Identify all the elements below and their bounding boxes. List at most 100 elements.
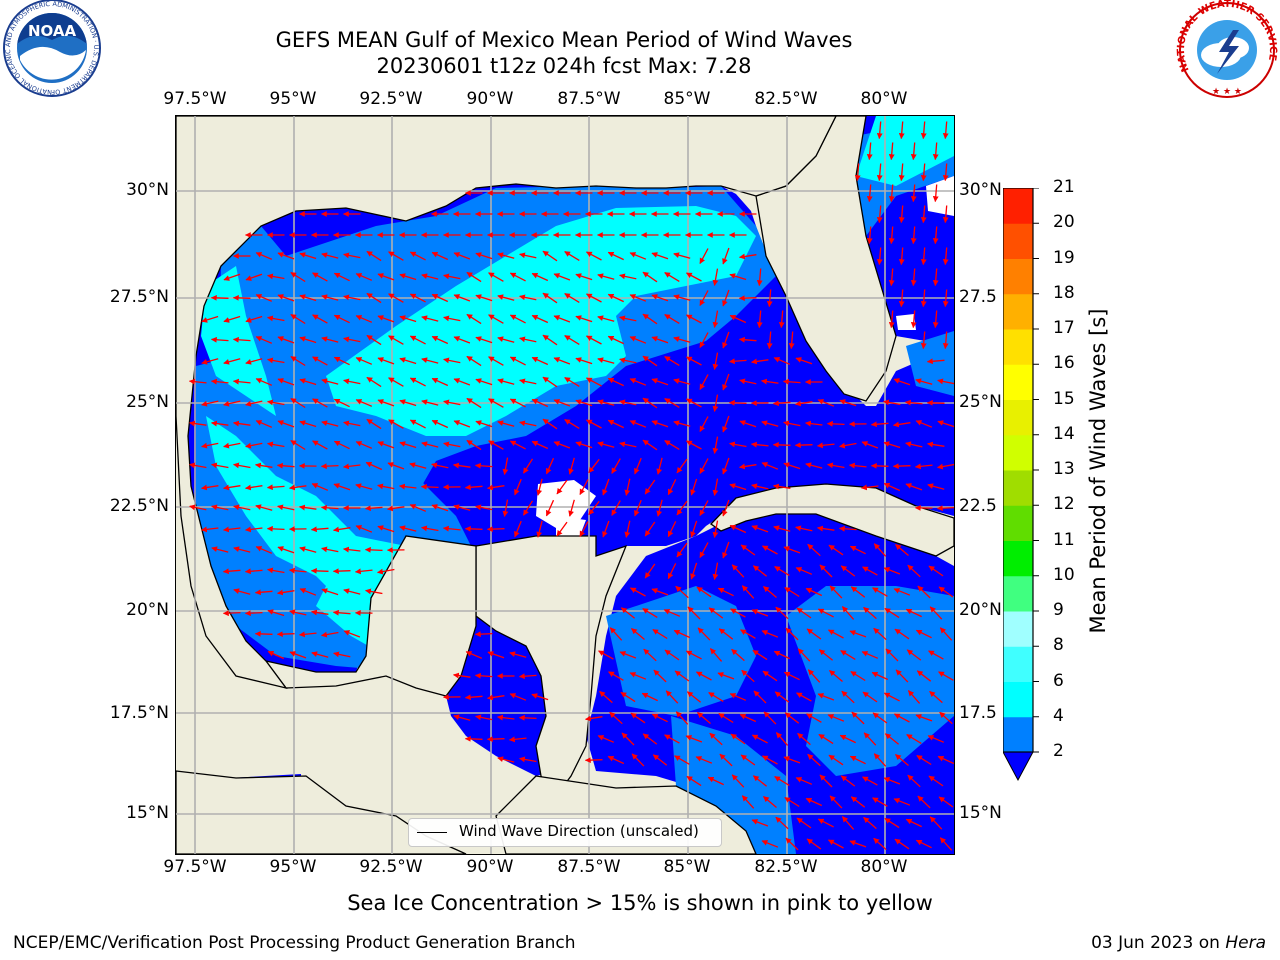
wind-wave-arrow [849, 840, 867, 848]
wind-wave-arrow [487, 484, 505, 491]
wind-wave-arrow [664, 272, 680, 282]
wind-wave-arrow [443, 273, 461, 280]
wind-wave-arrow [873, 753, 887, 767]
wind-wave-arrow [910, 226, 917, 245]
wind-wave-arrow [730, 608, 746, 618]
wind-wave-arrow [750, 441, 769, 448]
wind-wave-arrow [409, 377, 426, 387]
wind-wave-arrow [431, 251, 449, 261]
wind-wave-arrow [915, 714, 933, 722]
wind-wave-arrow [475, 336, 493, 344]
lon-tick-top: 82.5°W [754, 89, 818, 109]
wind-wave-arrow [607, 251, 624, 261]
wind-wave-arrow [739, 713, 757, 723]
colorbar-cell [1003, 329, 1033, 365]
wind-wave-arrow [695, 671, 712, 681]
wind-wave-arrow [752, 565, 768, 577]
wind-wave-arrow [888, 310, 895, 329]
wind-wave-arrow [267, 441, 285, 448]
wind-wave-arrow [937, 755, 954, 765]
wind-wave-arrow [312, 356, 328, 366]
wind-wave-arrow [728, 358, 747, 365]
wind-wave-arrow [333, 483, 351, 491]
wind-wave-arrow [828, 754, 844, 766]
wind-wave-arrow [927, 735, 945, 743]
wind-wave-arrow [201, 400, 219, 407]
wind-wave-arrow [643, 648, 657, 662]
wind-wave-arrow [906, 649, 922, 661]
wind-wave-arrow [542, 376, 558, 388]
wind-wave-arrow [343, 420, 361, 427]
wind-wave-arrow [320, 463, 339, 470]
wind-wave-arrow [651, 588, 669, 596]
colorbar-cell [1003, 223, 1033, 259]
wind-wave-arrow [399, 273, 417, 281]
wind-wave-arrow [841, 690, 855, 704]
wind-wave-arrow [343, 378, 361, 385]
wind-wave-arrow [232, 336, 251, 343]
wind-wave-arrow [866, 184, 873, 203]
colorbar-cell [1003, 258, 1033, 295]
wind-wave-arrow [509, 272, 526, 282]
wind-wave-arrow [255, 462, 273, 469]
wind-wave-arrow [466, 355, 482, 367]
wind-wave-arrow [805, 797, 823, 807]
wind-wave-arrow [333, 272, 350, 282]
wind-wave-arrow [486, 736, 505, 743]
wind-wave-arrow [751, 819, 769, 827]
wind-wave-arrow [223, 400, 241, 407]
wind-wave-arrow [497, 714, 515, 721]
wind-wave-arrow [276, 631, 295, 638]
wind-wave-arrow [629, 294, 647, 302]
wind-wave-arrow [690, 562, 698, 580]
wind-wave-arrow [866, 226, 873, 245]
wind-wave-arrow [861, 484, 879, 491]
wind-wave-arrow [876, 163, 883, 182]
wind-wave-arrow [556, 521, 568, 537]
wind-wave-arrow [712, 310, 719, 328]
wind-wave-arrow [796, 692, 812, 702]
wind-wave-arrow [310, 526, 329, 533]
wind-wave-arrow [333, 314, 350, 324]
wind-wave-arrow [267, 399, 285, 406]
wind-wave-arrow [266, 484, 285, 491]
wind-wave-arrow [365, 461, 383, 471]
wind-wave-arrow [910, 268, 917, 287]
wind-wave-arrow [189, 420, 207, 427]
wind-wave-arrow [355, 441, 373, 449]
wind-wave-arrow [863, 732, 877, 746]
wind-wave-arrow [619, 273, 637, 280]
wind-wave-arrow [926, 358, 945, 365]
wind-wave-arrow [311, 483, 329, 491]
wind-wave-arrow [355, 525, 373, 533]
wind-wave-arrow [722, 331, 730, 349]
wind-wave-arrow [687, 606, 701, 620]
wind-wave-arrow [611, 500, 621, 516]
wind-wave-arrow [522, 500, 534, 516]
wind-wave-arrow [366, 250, 382, 262]
wind-wave-arrow [607, 335, 624, 345]
wind-wave-arrow [763, 586, 777, 598]
wind-wave-arrow [883, 567, 901, 575]
wind-wave-arrow [564, 377, 580, 387]
wind-wave-arrow [827, 462, 845, 469]
colorbar-tick: 16 [1053, 353, 1075, 374]
wind-wave-arrow [920, 205, 927, 224]
wind-wave-arrow [267, 357, 285, 364]
wind-wave-arrow [355, 315, 373, 323]
wind-wave-arrow [927, 483, 945, 490]
svg-text:★ ★ ★: ★ ★ ★ [1212, 87, 1242, 97]
wind-wave-arrow [553, 357, 571, 365]
wind-wave-arrow [752, 649, 768, 661]
wind-wave-arrow [817, 525, 835, 532]
wind-wave-arrow [699, 542, 709, 559]
wind-wave-arrow [863, 816, 877, 830]
colorbar-tick: 17 [1053, 318, 1075, 338]
wind-wave-arrow [932, 184, 939, 203]
wind-wave-arrow [932, 268, 939, 287]
wind-wave-arrow [915, 839, 932, 849]
wind-wave-arrow [245, 484, 263, 491]
wind-wave-arrow [588, 500, 600, 516]
wind-wave-arrow [388, 293, 404, 303]
wind-wave-arrow [656, 457, 663, 475]
